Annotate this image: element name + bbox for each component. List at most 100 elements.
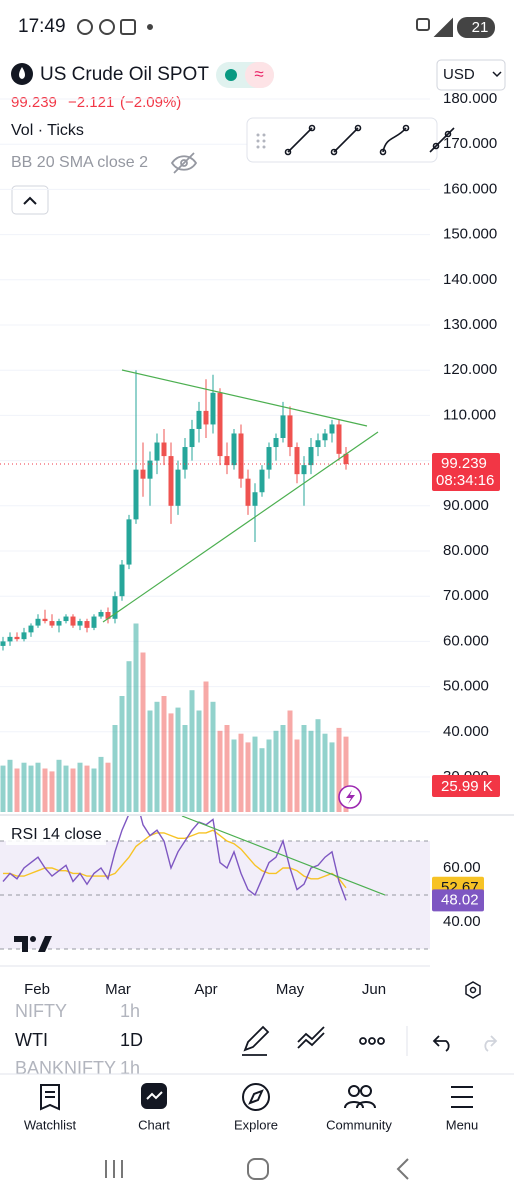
candle-body [70,616,76,626]
system-nav [105,1158,409,1180]
chart-actions[interactable] [242,1025,450,1056]
candle-body [154,442,160,461]
watchlist-symbol[interactable]: NIFTY [15,1001,67,1021]
volume-bar [259,748,265,812]
volume-bar [252,736,258,812]
rsi-indicator[interactable]: RSI 14 close [11,826,102,843]
candle-body [210,392,216,425]
price-pane [0,98,430,812]
volume-bar [315,719,321,812]
volume-bar [140,652,146,812]
candle-body [196,410,202,429]
delay-icon: ≈ [254,64,263,83]
volume-bar [21,762,27,812]
redo[interactable] [484,1035,498,1052]
watchlist-interval[interactable]: 1D [120,1030,143,1050]
candle-body [343,453,349,465]
volume-value-label: 25.99 K [441,778,493,795]
toolbar-tools[interactable] [284,124,455,156]
month-label: May [276,981,305,998]
volume-bar [84,765,90,812]
volume-bar [56,759,62,812]
candle-body [91,616,97,628]
chart-settings[interactable] [465,981,481,999]
trend-lines [102,369,379,623]
volume-bar [182,725,188,812]
dropdown-caret [492,71,502,78]
candle-body [252,492,258,506]
delay-pill [245,62,274,88]
nav-label[interactable]: Chart [138,1117,170,1132]
price-tick-label: 160.000 [443,180,497,197]
nav-label[interactable]: Menu [446,1117,479,1132]
watchlist-interval[interactable]: 1h [120,1001,140,1021]
volume-bar [91,768,97,812]
rsi-line [2,816,347,901]
currency-select[interactable] [436,59,506,91]
candle-body [98,612,104,617]
volume-bar [329,742,335,812]
drawing-toolbar [246,117,438,163]
candle-body [175,469,181,506]
volume-bar [119,696,125,812]
bottom-nav: Watchlist Chart Explore Community Menu [24,1117,478,1132]
volume-bar [217,730,223,812]
header-change-pct: (−2.09%) [120,94,181,111]
candle-body [238,433,244,479]
symbol-name[interactable]: US Crude Oil SPOT [40,64,209,85]
status-time: 17:49 [18,16,66,37]
nav-label[interactable]: Explore [234,1117,278,1132]
volume-bar [196,710,202,812]
price-tick-label: 110.000 [443,406,496,423]
volume-bar [77,762,83,812]
month-label: Apr [194,981,217,998]
countdown: 08:34:16 [436,472,494,489]
candle-body [140,469,146,479]
candle-body [203,410,209,425]
volume-bar [0,765,6,812]
candle-body [329,424,335,434]
hide-icon[interactable] [170,152,198,174]
price-tick-label: 180.000 [443,90,497,107]
month-label: Jun [362,981,386,998]
volume-bar [238,733,244,812]
volume-bar [168,713,174,812]
candle-body [273,438,279,448]
battery-level: 21 [472,19,489,36]
volume-bar [336,727,342,812]
price-tick-label: 150.000 [443,226,497,243]
status-icons [77,17,453,37]
volume-bar [28,765,34,812]
rsi-band [0,841,430,949]
volume-bar [175,707,181,812]
nav-icons [40,1083,473,1111]
watchlist-interval[interactable]: 1h [120,1058,140,1078]
candle-body [315,440,321,448]
candle-body [63,616,69,622]
volume-bar [7,759,13,812]
price-tick-label: 60.000 [443,632,489,649]
volume-bar [294,739,300,812]
watchlist-symbol[interactable]: BANKNIFTY [15,1058,116,1078]
volume-bar [98,756,104,812]
collapse-button[interactable] [11,185,49,215]
volume-indicator[interactable]: Vol · Ticks [11,122,84,139]
nav-label[interactable]: Watchlist [24,1117,77,1132]
candle-body [28,625,34,633]
toolbar-grip[interactable] [256,133,266,149]
volume-bar [210,701,216,812]
volume-bar [189,690,195,812]
volume-bar [161,696,167,812]
bb-indicator[interactable]: BB 20 SMA close 2 [11,154,148,171]
candle-body [301,465,307,475]
battery [457,17,495,38]
candle-body [7,636,13,642]
currency: USD [443,66,475,83]
watchlist-symbol[interactable]: WTI [15,1030,48,1050]
month-label: Mar [105,981,131,998]
nav-label[interactable]: Community [326,1117,392,1132]
candle-body [105,612,111,619]
